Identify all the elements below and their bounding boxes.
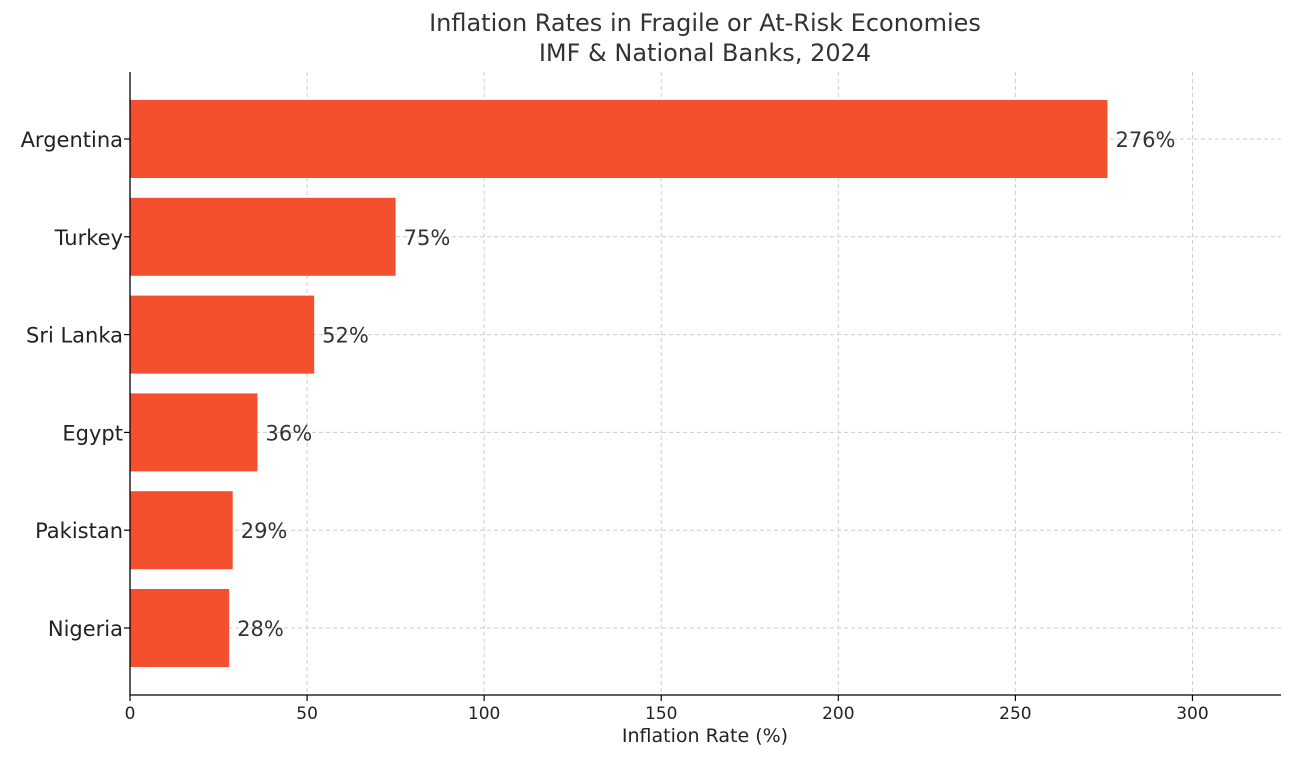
bar [130,491,233,570]
x-tick-label: 100 [468,704,500,724]
x-tick-label: 300 [1176,704,1208,724]
category-labels: Argentina Turkey Sri Lanka Egypt Pakistan Nig… [21,128,123,641]
bar [130,197,396,276]
x-tick-label: 250 [999,704,1031,724]
chart-subtitle: IMF & National Banks, 2024 [539,39,871,67]
bar-value-label: 276% [1115,128,1175,152]
x-tick-label: 200 [822,704,854,724]
bars [130,100,1108,667]
x-ticks: 0 50 100 150 200 250 300 [124,138,1209,724]
category-label: Sri Lanka [26,324,123,348]
category-label: Egypt [62,421,123,445]
bar [130,100,1108,178]
category-label: Argentina [21,128,123,152]
bar-value-label: 36% [265,421,312,445]
axes [129,72,1281,696]
x-tick-label: 150 [645,704,677,724]
x-axis-label: Inflation Rate (%) [622,725,788,747]
bar-value-labels: 276% 75% 52% 36% 29% 28% [237,128,1175,641]
chart-title: Inflation Rates in Fragile or At-Risk Ec… [429,9,981,37]
bar-value-label: 52% [322,324,369,348]
bar [130,393,258,472]
bar-value-label: 28% [237,617,284,641]
category-label: Pakistan [35,519,123,543]
category-label: Turkey [54,226,123,250]
x-tick-label: 0 [125,704,136,724]
bar-value-label: 29% [241,519,288,543]
bar [130,295,315,374]
category-label: Nigeria [48,617,123,641]
x-tick-label: 50 [296,704,318,724]
bar [130,589,230,667]
bar-value-label: 75% [404,226,451,250]
